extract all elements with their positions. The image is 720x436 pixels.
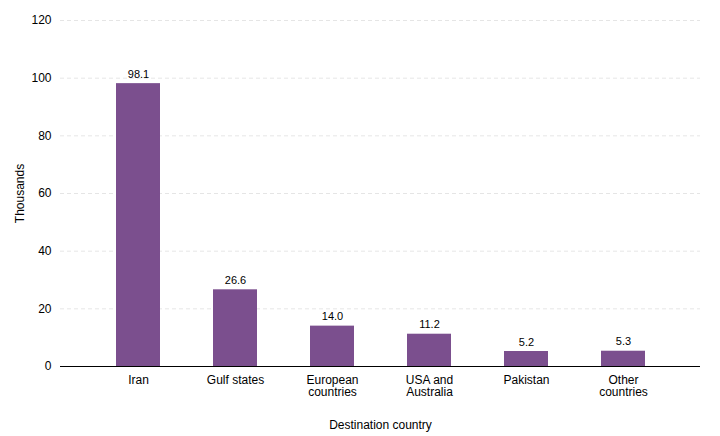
svg-text:98.1: 98.1 <box>128 68 149 80</box>
svg-text:0: 0 <box>45 359 52 373</box>
svg-text:Thousands: Thousands <box>13 164 27 223</box>
svg-text:100: 100 <box>31 71 51 85</box>
svg-text:Destination country: Destination country <box>329 418 432 432</box>
svg-text:Gulf states: Gulf states <box>207 373 264 387</box>
svg-text:Iran: Iran <box>128 373 149 387</box>
svg-text:Pakistan: Pakistan <box>503 373 549 387</box>
svg-text:Othercountries: Othercountries <box>599 373 648 399</box>
svg-text:60: 60 <box>38 186 52 200</box>
svg-text:5.2: 5.2 <box>519 336 534 348</box>
svg-text:120: 120 <box>31 13 51 27</box>
svg-text:20: 20 <box>38 302 52 316</box>
svg-text:11.2: 11.2 <box>419 318 440 330</box>
svg-text:Europeancountries: Europeancountries <box>306 373 358 399</box>
svg-text:80: 80 <box>38 129 52 143</box>
svg-text:40: 40 <box>38 244 52 258</box>
svg-text:USA andAustralia: USA andAustralia <box>406 373 453 399</box>
svg-text:14.0: 14.0 <box>322 310 343 322</box>
svg-text:26.6: 26.6 <box>225 274 246 286</box>
svg-text:5.3: 5.3 <box>616 335 631 347</box>
